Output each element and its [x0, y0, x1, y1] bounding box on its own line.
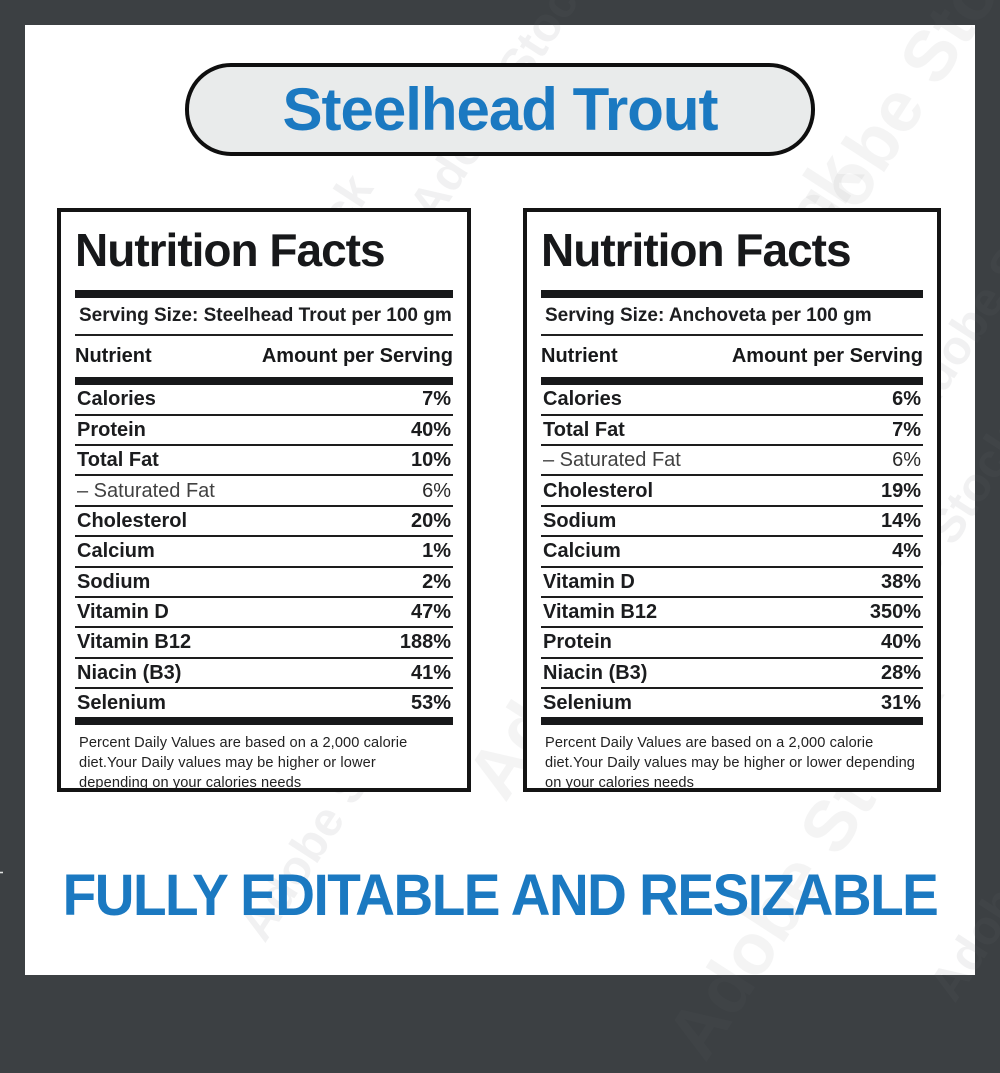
col-amount: Amount per Serving [731, 345, 923, 368]
nutrient-row: Cholesterol 19% [541, 474, 923, 504]
nutrient-rows: Calories 6% Total Fat 7% – Saturated Fat 6%… [541, 385, 923, 717]
serving-size-line: Serving Size: Anchoveta per 100 gm [545, 305, 872, 327]
divider-thick [75, 377, 453, 386]
column-headers: Nutrient Amount per Serving [73, 336, 455, 377]
nutrient-row: Protein 40% [541, 626, 923, 656]
nutrient-row: Vitamin D 38% [541, 565, 923, 596]
nutrient-row: – Saturated Fat 6% [541, 444, 923, 474]
nutrient-row: Calcium 4% [541, 535, 923, 565]
nutrient-row: Niacin (B3) 41% [75, 656, 453, 687]
daily-values-footnote: Percent Daily Values are based on a 2,00… [545, 735, 916, 792]
nutrient-row: Sodium 2% [75, 565, 453, 596]
stock-id-watermark: Adobe Stock | #1622503301 [0, 742, 4, 994]
editable-caption: FULLY EDITABLE AND RESIZABLE [62, 862, 939, 928]
nutrient-row: Calories 6% [543, 388, 921, 411]
nutrient-rows: Calories 7% Protein 40% Total Fat 10% – Sat… [75, 385, 453, 717]
nutrient-row: – Saturated Fat 6% [75, 474, 453, 504]
divider-thick [541, 717, 923, 726]
nutrition-card-steelhead-trout: Nutrition Facts Serving Size: Steelhead … [57, 208, 471, 792]
nutrient-row: Total Fat 10% [75, 444, 453, 474]
nutrition-card-anchoveta: Nutrition Facts Serving Size: Anchoveta … [523, 208, 941, 792]
nutrient-row: Calcium 1% [75, 535, 453, 565]
col-nutrient: Nutrient [541, 345, 618, 368]
nutrition-facts-heading: Nutrition Facts [75, 224, 386, 276]
column-headers: Nutrient Amount per Serving [539, 336, 925, 377]
nutrient-row: Selenium 53% [75, 687, 453, 717]
nutrient-row: Vitamin B12 350% [541, 595, 923, 626]
divider-thin [75, 334, 453, 337]
page-title: Steelhead Trout [282, 76, 718, 143]
col-nutrient: Nutrient [75, 345, 152, 368]
divider-thick [541, 290, 923, 299]
nutrient-row: Selenium 31% [541, 687, 923, 717]
nutrition-facts-heading: Nutrition Facts [541, 224, 852, 276]
nutrient-row: Sodium 14% [541, 504, 923, 535]
nutrient-row: Protein 40% [75, 413, 453, 444]
divider-thin [541, 334, 923, 337]
serving-size-line: Serving Size: Steelhead Trout per 100 gm [79, 305, 452, 327]
divider-thick [75, 717, 453, 726]
nutrient-row: Calories 7% [77, 388, 451, 411]
nutrient-row: Cholesterol 20% [75, 504, 453, 535]
title-banner: Steelhead Trout [185, 63, 815, 156]
nutrient-row: Total Fat 7% [541, 413, 923, 444]
nutrient-row: Vitamin B12 188% [75, 626, 453, 656]
divider-thick [75, 290, 453, 299]
nutrient-row: Vitamin D 47% [75, 595, 453, 626]
nutrient-row: Niacin (B3) 28% [541, 656, 923, 687]
daily-values-footnote: Percent Daily Values are based on a 2,00… [79, 735, 408, 792]
col-amount: Amount per Serving [261, 345, 453, 368]
divider-thick [541, 377, 923, 386]
canvas: Adobe Stock Adobe Stock Adobe Stock Adob… [25, 0, 1000, 1072]
